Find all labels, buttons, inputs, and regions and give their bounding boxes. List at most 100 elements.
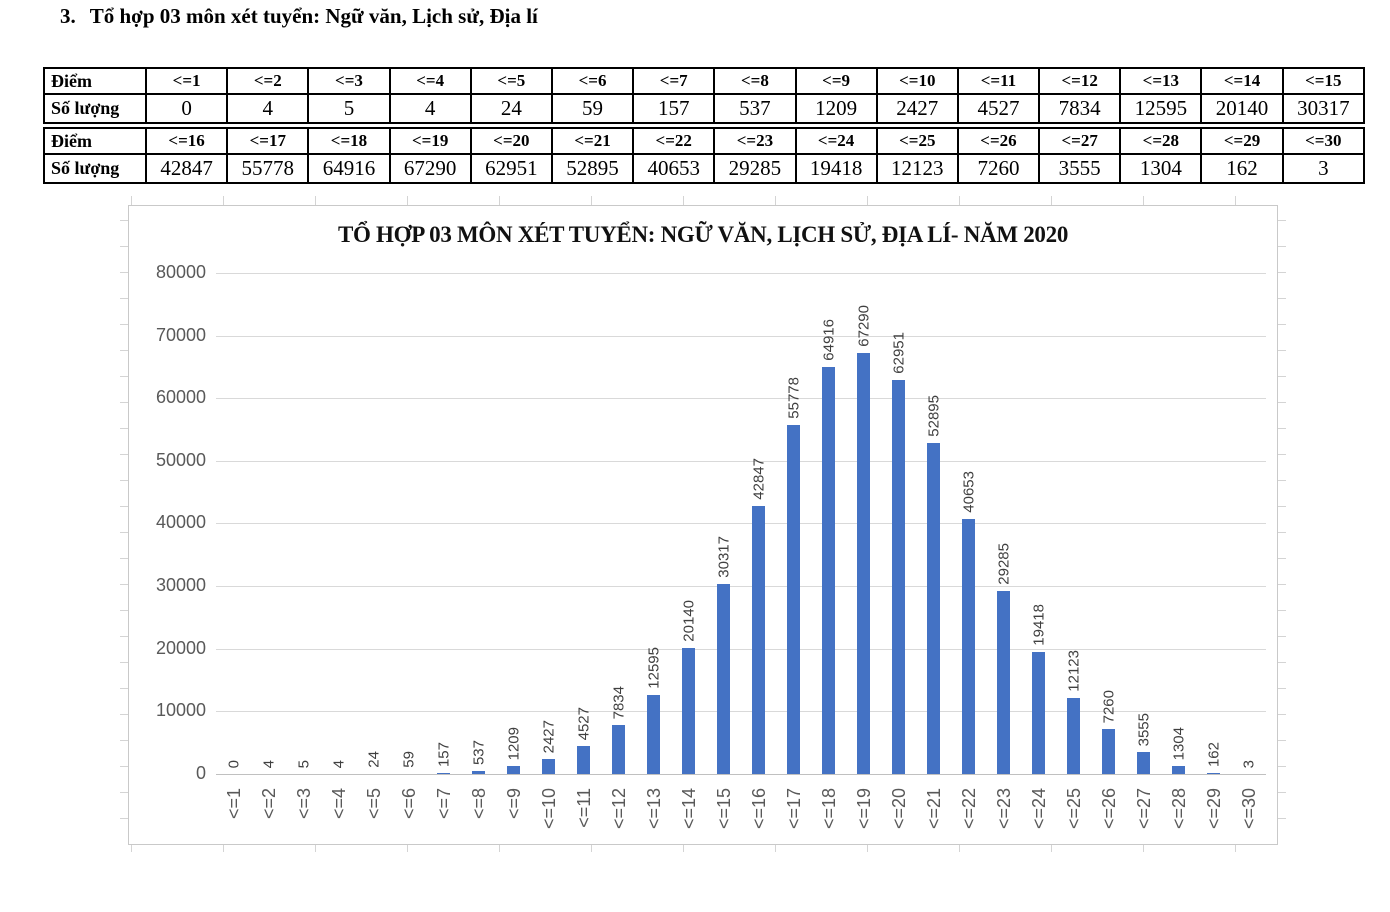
- score-header-cell: <=6: [550, 67, 635, 95]
- score-header-cell: <=15: [1281, 67, 1366, 95]
- bar-value-label: 12123: [1065, 650, 1082, 692]
- score-header-cell: <=7: [632, 67, 716, 95]
- count-value-cell: 30317: [1281, 93, 1366, 124]
- bar-value-label: 64916: [820, 319, 837, 361]
- bar-value-label: 52895: [925, 395, 942, 437]
- bar-value-label: 29285: [995, 543, 1012, 585]
- count-row-label: Số lượng: [43, 93, 147, 124]
- bar-value-label: 30317: [715, 536, 732, 578]
- y-tick-label: 10000: [155, 700, 206, 720]
- score-header-cell: <=12: [1038, 67, 1122, 95]
- bar-value-label: 7834: [610, 685, 627, 719]
- bar: [577, 746, 590, 774]
- score-header-cell: <=18: [307, 127, 391, 155]
- x-tick-label: <=12: [608, 788, 629, 830]
- bar-value-label: 4527: [575, 706, 592, 740]
- y-tick-label: 20000: [155, 638, 206, 658]
- count-value-cell: 4: [226, 93, 310, 124]
- score-header-cell: <=8: [713, 67, 797, 95]
- score-row-label: Điểm: [43, 67, 147, 95]
- bar: [997, 591, 1010, 774]
- bar: [647, 695, 660, 774]
- x-tick-label: <=2: [258, 788, 279, 820]
- bar: [962, 519, 975, 774]
- bar-value-label: 42847: [750, 458, 767, 500]
- y-tick-label: 50000: [155, 450, 206, 470]
- score-row-label: Điểm: [43, 127, 147, 155]
- sheet-gridline-ticks-bottom: [131, 845, 1277, 852]
- bar-value-label: 5: [295, 759, 312, 768]
- bar-value-label: 12595: [645, 647, 662, 689]
- x-axis-line: [216, 774, 1266, 775]
- gridline: [216, 273, 1266, 274]
- bar: [1172, 766, 1185, 774]
- count-value-cell: 55778: [226, 153, 310, 184]
- x-tick-label: <=13: [643, 788, 664, 830]
- y-tick-label: 40000: [155, 512, 206, 532]
- score-header-cell: <=24: [794, 127, 878, 155]
- count-value-cell: 4527: [956, 93, 1041, 124]
- score-header-cell: <=21: [550, 127, 635, 155]
- sheet-gridline-ticks-right: [1278, 220, 1286, 844]
- x-tick-label: <=9: [503, 788, 524, 820]
- x-tick-label: <=24: [1028, 788, 1049, 830]
- score-header-cell: <=19: [388, 127, 472, 155]
- x-tick-label: <=30: [1238, 788, 1259, 830]
- sheet-gridline-ticks-top: [131, 196, 1277, 205]
- count-value-cell: 67290: [388, 153, 472, 184]
- bar: [857, 353, 870, 774]
- score-header-cell: <=25: [875, 127, 959, 155]
- count-value-cell: 12123: [875, 153, 959, 184]
- count-value-row: Số lượng 42847 55778 64916 67290 62951 52895 40…: [43, 153, 1366, 184]
- bar: [1137, 752, 1150, 774]
- bar-value-label: 2427: [540, 719, 557, 753]
- count-value-cell: 7834: [1038, 93, 1122, 124]
- count-value-cell: 3: [1281, 153, 1366, 184]
- bar-value-label: 157: [435, 741, 452, 767]
- bar: [612, 725, 625, 774]
- x-tick-label: <=16: [748, 788, 769, 830]
- y-tick-label: 60000: [155, 387, 206, 407]
- bar: [1102, 729, 1115, 774]
- score-header-cell: <=2: [226, 67, 310, 95]
- x-tick-label: <=19: [853, 788, 874, 830]
- score-header-cell: <=10: [875, 67, 959, 95]
- y-tick-label: 30000: [155, 575, 206, 595]
- score-header-cell: <=26: [956, 127, 1041, 155]
- count-value-cell: 29285: [713, 153, 797, 184]
- section-number: 3.: [60, 4, 76, 28]
- count-value-cell: 0: [144, 93, 229, 124]
- score-header-cell: <=4: [388, 67, 472, 95]
- x-tick-label: <=5: [363, 788, 384, 820]
- x-tick-label: <=15: [713, 788, 734, 830]
- bar-value-label: 40653: [960, 471, 977, 513]
- bar: [787, 425, 800, 774]
- bar-value-label: 162: [1205, 741, 1222, 767]
- x-tick-label: <=27: [1133, 788, 1154, 830]
- score-header-cell: <=1: [144, 67, 229, 95]
- count-value-cell: 3555: [1038, 153, 1122, 184]
- gridline: [216, 586, 1266, 587]
- score-header-cell: <=16: [144, 127, 229, 155]
- bar: [682, 648, 695, 774]
- score-header-cell: <=13: [1119, 67, 1203, 95]
- count-value-cell: 162: [1200, 153, 1284, 184]
- count-value-cell: 2427: [875, 93, 959, 124]
- bar: [822, 367, 835, 774]
- bar: [1032, 652, 1045, 774]
- score-table-section: Điểm <=1 <=2 <=3 <=4 <=5 <=6 <=7 <=8 <=9 <=10 <=11 <…: [43, 67, 1366, 124]
- bar-value-label: 1209: [505, 726, 522, 760]
- x-tick-label: <=23: [993, 788, 1014, 830]
- count-value-cell: 7260: [956, 153, 1041, 184]
- x-tick-label: <=25: [1063, 788, 1084, 830]
- score-header-cell: <=3: [307, 67, 391, 95]
- count-value-cell: 157: [632, 93, 716, 124]
- score-distribution-table: Điểm <=1 <=2 <=3 <=4 <=5 <=6 <=7 <=8 <=9 <=10 <=11 <…: [43, 67, 1366, 187]
- score-header-cell: <=17: [226, 127, 310, 155]
- bar-value-label: 3: [1240, 759, 1257, 768]
- bar-value-label: 62951: [890, 332, 907, 374]
- x-tick-label: <=18: [818, 788, 839, 830]
- bar-value-label: 20140: [680, 600, 697, 642]
- bar-value-label: 3555: [1135, 712, 1152, 746]
- x-tick-label: <=29: [1203, 788, 1224, 830]
